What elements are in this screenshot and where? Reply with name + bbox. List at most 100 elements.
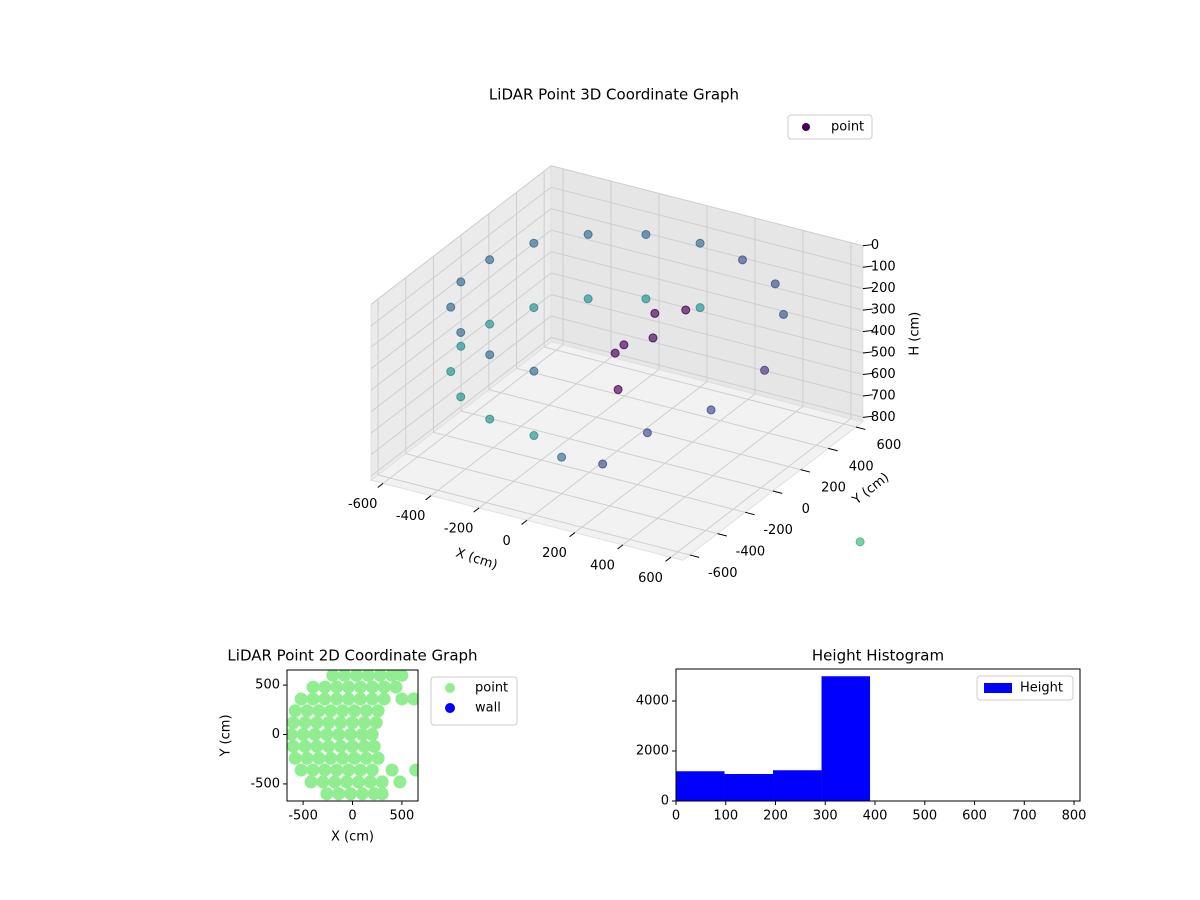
x-tick-label: -600 xyxy=(348,497,378,512)
point xyxy=(485,414,495,424)
legend-label: Height xyxy=(1020,681,1063,696)
grid-line xyxy=(370,165,552,305)
point xyxy=(298,739,312,753)
y-tick-label: 2000 xyxy=(636,744,669,759)
z-tick-label: 600 xyxy=(871,367,896,382)
chart-title: LiDAR Point 3D Coordinate Graph xyxy=(489,86,739,104)
point xyxy=(446,302,456,312)
point xyxy=(296,728,310,742)
point xyxy=(300,751,314,765)
point xyxy=(389,680,403,694)
point xyxy=(681,305,691,315)
point xyxy=(598,459,608,469)
point xyxy=(648,333,658,343)
point xyxy=(779,309,789,319)
point xyxy=(288,704,302,718)
y-tick-label: 400 xyxy=(849,459,874,474)
point xyxy=(770,279,780,289)
x-tick-label: 600 xyxy=(638,571,663,586)
legend-marker xyxy=(984,683,1012,693)
point xyxy=(409,763,418,777)
point xyxy=(342,763,356,777)
tick-mark xyxy=(862,286,873,290)
point xyxy=(334,716,348,730)
point xyxy=(287,728,298,742)
point xyxy=(619,340,629,350)
point xyxy=(318,763,332,777)
point xyxy=(385,763,399,777)
point xyxy=(407,692,418,706)
y-tick-label: 4000 xyxy=(636,694,669,709)
point xyxy=(306,692,320,706)
point xyxy=(371,751,385,765)
point xyxy=(529,303,539,313)
point xyxy=(353,763,367,777)
point xyxy=(695,303,705,313)
z-axis-label: H (cm) xyxy=(907,312,922,356)
z-tick-label: 100 xyxy=(871,260,896,275)
y-tick-label: 200 xyxy=(821,481,846,496)
grid-line xyxy=(550,229,864,311)
point xyxy=(308,728,322,742)
point xyxy=(359,751,373,765)
grid-line xyxy=(550,251,864,333)
tick-mark xyxy=(665,556,672,562)
tick-mark xyxy=(862,329,873,333)
point xyxy=(395,692,409,706)
x-tick-label: 400 xyxy=(863,809,888,824)
point xyxy=(363,775,377,789)
tick-mark xyxy=(862,265,873,268)
point xyxy=(361,670,375,682)
x-tick-label: 400 xyxy=(590,558,615,573)
grid-line xyxy=(433,431,746,513)
grid-line xyxy=(377,474,690,556)
point xyxy=(318,680,332,694)
point xyxy=(342,692,356,706)
point xyxy=(332,728,346,742)
point xyxy=(377,680,391,694)
point xyxy=(529,431,539,441)
point xyxy=(330,692,344,706)
x-tick-label: 300 xyxy=(813,809,838,824)
point xyxy=(336,751,350,765)
point xyxy=(377,692,391,706)
point xyxy=(446,367,456,377)
point xyxy=(287,739,300,753)
point xyxy=(371,704,385,718)
point xyxy=(324,704,338,718)
point xyxy=(367,739,381,753)
tick-mark xyxy=(862,244,873,247)
grid-line xyxy=(405,453,718,535)
legend-box xyxy=(787,114,873,140)
point xyxy=(312,751,326,765)
point xyxy=(346,716,359,730)
x-tick-label: 200 xyxy=(542,546,567,561)
y-tick-label: -200 xyxy=(763,523,793,538)
grid-line xyxy=(370,294,552,434)
x-tick-label: 500 xyxy=(912,809,937,824)
y-tick-label: -400 xyxy=(736,545,766,560)
point xyxy=(557,452,567,462)
point xyxy=(456,327,466,337)
point xyxy=(365,763,379,777)
point xyxy=(346,739,359,753)
point xyxy=(330,763,344,777)
point xyxy=(375,787,389,801)
point xyxy=(369,716,383,730)
y-tick-label: 0 xyxy=(661,794,669,809)
grid-line xyxy=(516,367,829,449)
z-tick-label: 700 xyxy=(871,388,896,403)
x-tick-label: -500 xyxy=(288,809,318,824)
grid-line xyxy=(370,229,552,370)
point xyxy=(485,255,495,265)
legend-label: point xyxy=(831,120,864,135)
tick-mark xyxy=(717,533,727,537)
grid-line xyxy=(550,336,864,418)
z-tick-label: 500 xyxy=(871,346,896,361)
tick-mark xyxy=(521,519,528,525)
z-tick-label: 300 xyxy=(871,303,896,318)
point xyxy=(642,428,652,438)
grid-line xyxy=(550,315,864,397)
